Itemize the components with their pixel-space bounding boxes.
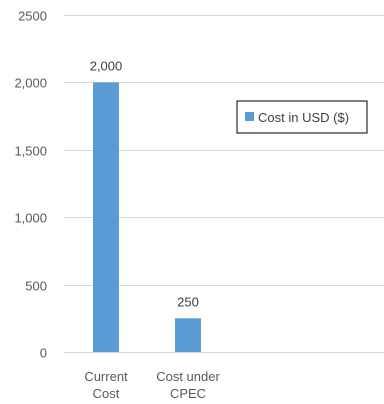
y-tick-label: 2,000 bbox=[14, 76, 47, 91]
category-label: Cost bbox=[93, 386, 120, 401]
x-axis: Current Cost Cost under CPEC bbox=[84, 369, 220, 401]
bars bbox=[93, 82, 201, 353]
bar bbox=[175, 318, 201, 352]
legend-box bbox=[236, 100, 368, 134]
y-tick-label: 0 bbox=[40, 346, 47, 361]
y-tick-label: 1,500 bbox=[14, 144, 47, 159]
category-label: Cost under bbox=[156, 369, 220, 384]
y-tick-label: 2500 bbox=[18, 9, 47, 24]
legend-label: Cost in USD ($) bbox=[258, 110, 349, 125]
y-tick-label: 500 bbox=[25, 279, 47, 294]
data-label: 2,000 bbox=[90, 58, 123, 73]
data-labels: 2,000 250 bbox=[90, 58, 199, 309]
y-axis: 0 500 1,000 1,500 2,000 2500 bbox=[14, 9, 47, 361]
y-tick-label: 1,000 bbox=[14, 211, 47, 226]
category-label: Current bbox=[84, 369, 128, 384]
bar bbox=[93, 82, 119, 353]
data-label: 250 bbox=[177, 294, 199, 309]
category-label: CPEC bbox=[170, 386, 206, 401]
legend: Cost in USD ($) bbox=[236, 100, 368, 134]
legend-swatch bbox=[245, 112, 254, 121]
